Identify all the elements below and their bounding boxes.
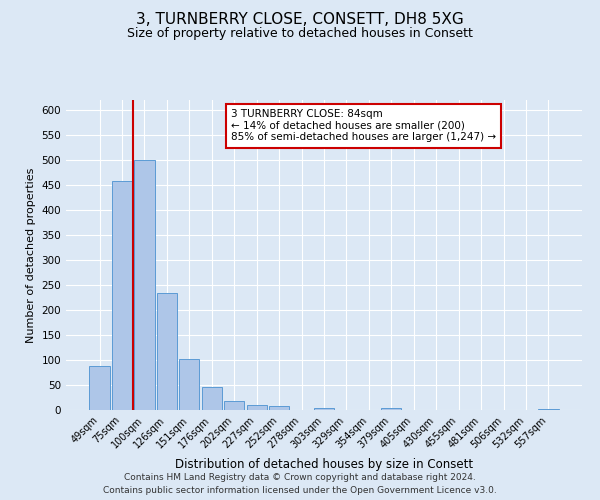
Bar bbox=[224, 400, 244, 410]
Y-axis label: Number of detached properties: Number of detached properties bbox=[26, 168, 36, 342]
Bar bbox=[112, 181, 132, 410]
Bar bbox=[202, 387, 222, 410]
X-axis label: Distribution of detached houses by size in Consett: Distribution of detached houses by size … bbox=[175, 458, 473, 471]
Bar bbox=[247, 404, 267, 410]
Bar bbox=[538, 409, 559, 410]
Bar bbox=[89, 366, 110, 410]
Bar bbox=[134, 160, 155, 410]
Text: 3 TURNBERRY CLOSE: 84sqm
← 14% of detached houses are smaller (200)
85% of semi-: 3 TURNBERRY CLOSE: 84sqm ← 14% of detach… bbox=[231, 110, 496, 142]
Bar bbox=[157, 292, 177, 410]
Text: 3, TURNBERRY CLOSE, CONSETT, DH8 5XG: 3, TURNBERRY CLOSE, CONSETT, DH8 5XG bbox=[136, 12, 464, 28]
Bar bbox=[314, 408, 334, 410]
Bar bbox=[381, 408, 401, 410]
Bar bbox=[179, 358, 199, 410]
Text: Size of property relative to detached houses in Consett: Size of property relative to detached ho… bbox=[127, 28, 473, 40]
Text: Contains HM Land Registry data © Crown copyright and database right 2024.: Contains HM Land Registry data © Crown c… bbox=[124, 472, 476, 482]
Bar bbox=[269, 406, 289, 410]
Text: Contains public sector information licensed under the Open Government Licence v3: Contains public sector information licen… bbox=[103, 486, 497, 495]
